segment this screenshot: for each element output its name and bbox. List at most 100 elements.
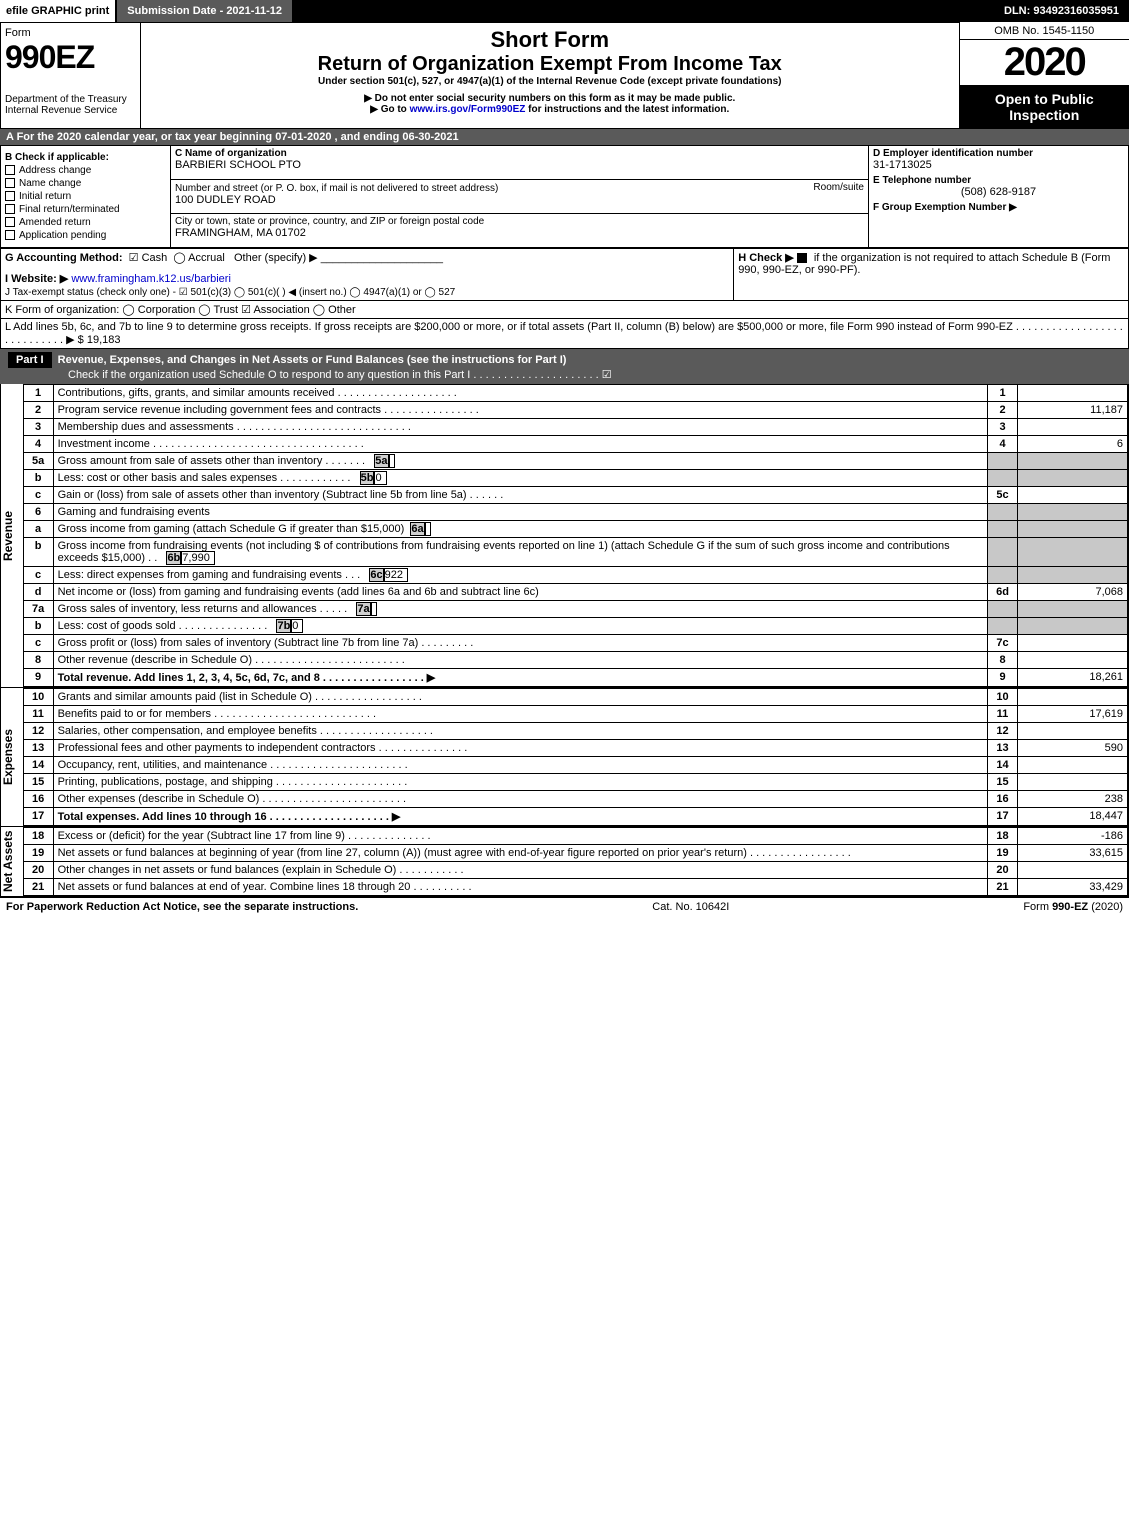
l15-desc: Printing, publications, postage, and shi… xyxy=(58,776,273,788)
g-other: Other (specify) ▶ xyxy=(234,252,318,264)
l17-rv: 18,447 xyxy=(1018,808,1128,826)
l1-rn: 1 xyxy=(988,385,1018,402)
revenue-label: Revenue xyxy=(1,384,23,687)
l7a-num: 7a xyxy=(23,601,53,618)
l10-rv xyxy=(1018,689,1128,706)
l18-rv: -186 xyxy=(1018,828,1128,845)
l10-rn: 10 xyxy=(988,689,1018,706)
goto-pre: ▶ Go to xyxy=(370,104,409,115)
city-value: FRAMINGHAM, MA 01702 xyxy=(175,227,864,239)
l13-rv: 590 xyxy=(1018,740,1128,757)
opt-amended-return: Amended return xyxy=(19,217,91,228)
chk-amended-return[interactable] xyxy=(5,217,15,227)
netassets-table: 18Excess or (deficit) for the year (Subt… xyxy=(23,827,1128,896)
street-label: Number and street (or P. O. box, if mail… xyxy=(175,183,498,194)
chk-address-change[interactable] xyxy=(5,165,15,175)
l2-desc: Program service revenue including govern… xyxy=(58,404,381,416)
expenses-table: 10 Grants and similar amounts paid (list … xyxy=(23,688,1128,826)
l11-num: 11 xyxy=(23,706,53,723)
l14-num: 14 xyxy=(23,757,53,774)
l5a-sl: 5a xyxy=(374,454,388,468)
l3-desc: Membership dues and assessments xyxy=(58,421,234,433)
l12-num: 12 xyxy=(23,723,53,740)
footer-right-post: (2020) xyxy=(1088,901,1123,913)
l7b-rn xyxy=(988,618,1018,635)
goto-link[interactable]: www.irs.gov/Form990EZ xyxy=(410,104,526,115)
l7c-rv xyxy=(1018,635,1128,652)
city-label: City or town, state or province, country… xyxy=(175,216,864,227)
website-link[interactable]: www.framingham.k12.us/barbieri xyxy=(71,273,231,285)
l6d-rn: 6d xyxy=(988,584,1018,601)
l5a-rn xyxy=(988,453,1018,470)
line-h-label: H Check ▶ xyxy=(738,252,794,264)
l6-rn xyxy=(988,504,1018,521)
chk-final-return[interactable] xyxy=(5,204,15,214)
l18-num: 18 xyxy=(23,828,53,845)
l6b-sv: 7,990 xyxy=(181,551,215,565)
l2-rn: 2 xyxy=(988,402,1018,419)
l6-rv xyxy=(1018,504,1128,521)
l6d-rv: 7,068 xyxy=(1018,584,1128,601)
l19-num: 19 xyxy=(23,845,53,862)
l6c-sl: 6c xyxy=(369,568,383,582)
l6b-num: b xyxy=(23,538,53,567)
box-b: B Check if applicable: Address change Na… xyxy=(1,146,171,248)
l7c-num: c xyxy=(23,635,53,652)
l5a-rv xyxy=(1018,453,1128,470)
l11-rv: 17,619 xyxy=(1018,706,1128,723)
goto-post: for instructions and the latest informat… xyxy=(525,104,729,115)
l13-desc: Professional fees and other payments to … xyxy=(58,742,376,754)
opt-application-pending: Application pending xyxy=(19,230,106,241)
l6a-rn xyxy=(988,521,1018,538)
l7a-rv xyxy=(1018,601,1128,618)
l5b-rv xyxy=(1018,470,1128,487)
l1-rv xyxy=(1018,385,1128,402)
l6b-rn xyxy=(988,538,1018,567)
l9-rn: 9 xyxy=(988,669,1018,687)
l6d-desc: Net income or (loss) from gaming and fun… xyxy=(53,584,987,601)
l6b-sl: 6b xyxy=(166,551,181,565)
l4-num: 4 xyxy=(23,436,53,453)
l5a-num: 5a xyxy=(23,453,53,470)
efile-print-label[interactable]: efile GRAPHIC print xyxy=(0,0,115,22)
l18-rn: 18 xyxy=(988,828,1018,845)
l7b-rv xyxy=(1018,618,1128,635)
box-b-label: B Check if applicable: xyxy=(5,152,166,163)
l16-num: 16 xyxy=(23,791,53,808)
l11-desc: Benefits paid to or for members xyxy=(58,708,211,720)
submission-date: Submission Date - 2021-11-12 xyxy=(115,0,292,22)
open-to-public: Open to Public Inspection xyxy=(960,85,1129,129)
chk-initial-return[interactable] xyxy=(5,191,15,201)
l1-num: 1 xyxy=(23,385,53,402)
l6-num: 6 xyxy=(23,504,53,521)
l6c-rn xyxy=(988,567,1018,584)
chk-application-pending[interactable] xyxy=(5,230,15,240)
l21-num: 21 xyxy=(23,879,53,896)
l8-rn: 8 xyxy=(988,652,1018,669)
l10-desc: Grants and similar amounts paid (list in… xyxy=(58,691,312,703)
page-footer: For Paperwork Reduction Act Notice, see … xyxy=(0,897,1129,916)
topbar: efile GRAPHIC print Submission Date - 20… xyxy=(0,0,1129,22)
footer-right-form: 990-EZ xyxy=(1052,901,1088,913)
l20-rn: 20 xyxy=(988,862,1018,879)
l7a-desc: Gross sales of inventory, less returns a… xyxy=(58,603,317,615)
l9-desc: Total revenue. Add lines 1, 2, 3, 4, 5c,… xyxy=(53,669,987,687)
chk-name-change[interactable] xyxy=(5,178,15,188)
l7b-num: b xyxy=(23,618,53,635)
l21-desc: Net assets or fund balances at end of ye… xyxy=(58,881,411,893)
l6c-sv: 922 xyxy=(384,568,408,582)
l1-desc: Contributions, gifts, grants, and simila… xyxy=(58,387,335,399)
g-accrual: Accrual xyxy=(188,252,225,264)
opt-address-change: Address change xyxy=(19,165,91,176)
l5a-sv xyxy=(389,454,395,468)
l20-rv xyxy=(1018,862,1128,879)
l6-desc: Gaming and fundraising events xyxy=(53,504,987,521)
form-header: Form 990EZ Department of the Treasury In… xyxy=(0,22,1129,129)
l7b-desc: Less: cost of goods sold xyxy=(58,620,176,632)
line-g-label: G Accounting Method: xyxy=(5,252,123,264)
box-e-label: E Telephone number xyxy=(873,175,1124,186)
chk-h[interactable] xyxy=(797,253,807,263)
ssn-warning: ▶ Do not enter social security numbers o… xyxy=(149,93,951,104)
box-d-label: D Employer identification number xyxy=(873,148,1124,159)
l7a-sl: 7a xyxy=(356,602,370,616)
